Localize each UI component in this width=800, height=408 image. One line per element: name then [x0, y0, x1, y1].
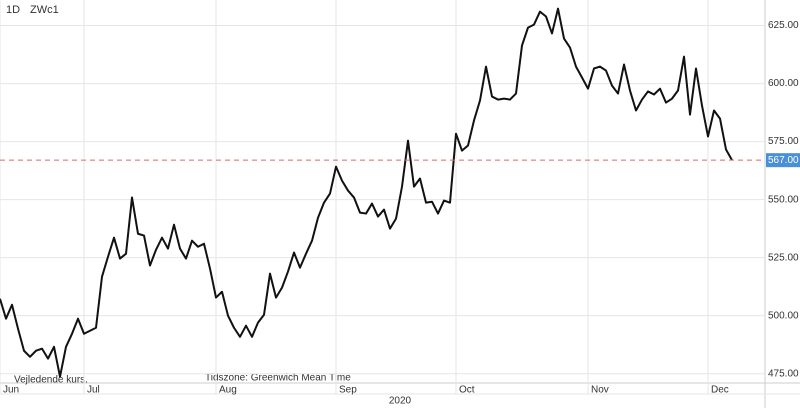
x-tick-label: Jul	[87, 385, 100, 396]
x-tick-label: Nov	[591, 385, 609, 396]
price-line	[0, 7, 733, 378]
annotation: Vejledende kurs.	[14, 375, 88, 386]
y-tick-label: 625.00	[768, 20, 799, 31]
y-tick-label: 550.00	[768, 194, 799, 205]
x-tick-label: Jun	[3, 385, 19, 396]
last-price-box	[766, 153, 800, 168]
year-label: 2020	[389, 396, 412, 407]
y-tick-label: 575.00	[768, 136, 799, 147]
x-tick-label: Sep	[339, 385, 357, 396]
interval: 1D	[6, 4, 20, 16]
y-tick-label: 475.00	[768, 368, 799, 379]
x-tick-label: Dec	[711, 385, 729, 396]
y-tick-label: 525.00	[768, 252, 799, 263]
y-tick-label: 600.00	[768, 78, 799, 89]
last-price-label: 567.00	[768, 155, 799, 166]
x-tick-label: Aug	[219, 385, 237, 396]
annotation: Tidszone: Greenwich Mean Time	[205, 373, 351, 384]
y-tick-label: 500.00	[768, 310, 799, 321]
x-tick-label: Oct	[459, 385, 475, 396]
symbol: ZWc1	[30, 4, 59, 16]
